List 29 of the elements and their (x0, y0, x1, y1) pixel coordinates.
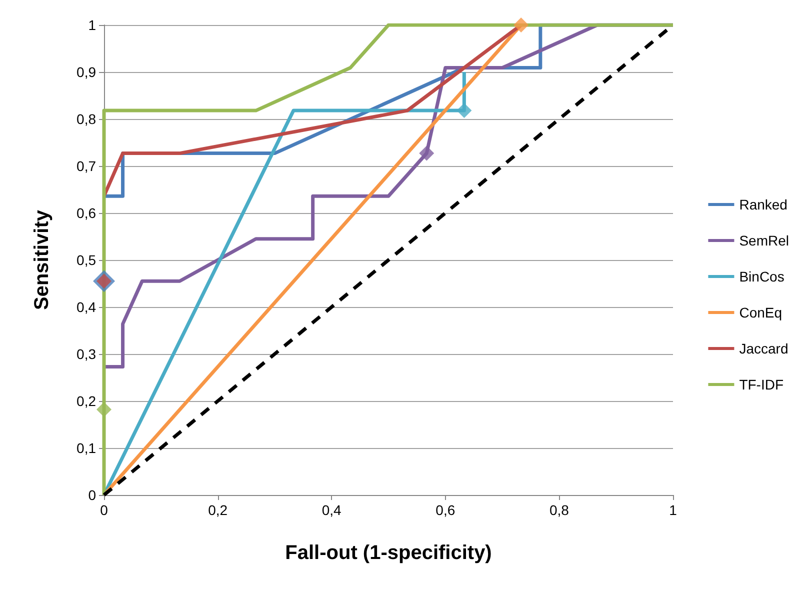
x-tick-label: 1 (669, 502, 678, 518)
y-tick-label: 0,9 (76, 64, 96, 80)
x-axis-title: Fall-out (1-specificity) (285, 542, 492, 564)
point (96, 402, 112, 417)
legend-label: Jaccard (739, 340, 788, 356)
y-tick-label: 0,1 (76, 440, 96, 456)
point (456, 103, 472, 118)
x-tick-label: 0,6 (436, 502, 456, 518)
y-tick-label: 0,7 (76, 158, 96, 174)
y-tick-label: 0,6 (76, 205, 96, 221)
x-tick-label: 0,4 (322, 502, 342, 518)
y-tick-label: 0,8 (76, 111, 96, 127)
point (419, 146, 434, 161)
legend-label: SemRel (739, 232, 790, 248)
x-tick-label: 0 (100, 502, 108, 518)
y-tick-label: 0,4 (76, 299, 96, 315)
y-tick-label: 1 (88, 17, 96, 33)
point (514, 18, 529, 32)
y-tick-label: 0 (88, 487, 96, 503)
legend-label: ConEq (739, 304, 782, 320)
legend-label: TF-IDF (739, 376, 784, 392)
legend-label: Ranked (739, 196, 788, 212)
y-tick-label: 0,5 (76, 252, 96, 268)
y-tick-label: 0,2 (76, 393, 96, 409)
y-tick-label: 0,3 (76, 346, 96, 362)
x-tick-label: 0,2 (208, 502, 228, 518)
y-axis-title: Sensitivity (31, 209, 53, 310)
x-tick-label: 0,8 (549, 502, 570, 518)
legend-label: BinCos (739, 268, 784, 284)
